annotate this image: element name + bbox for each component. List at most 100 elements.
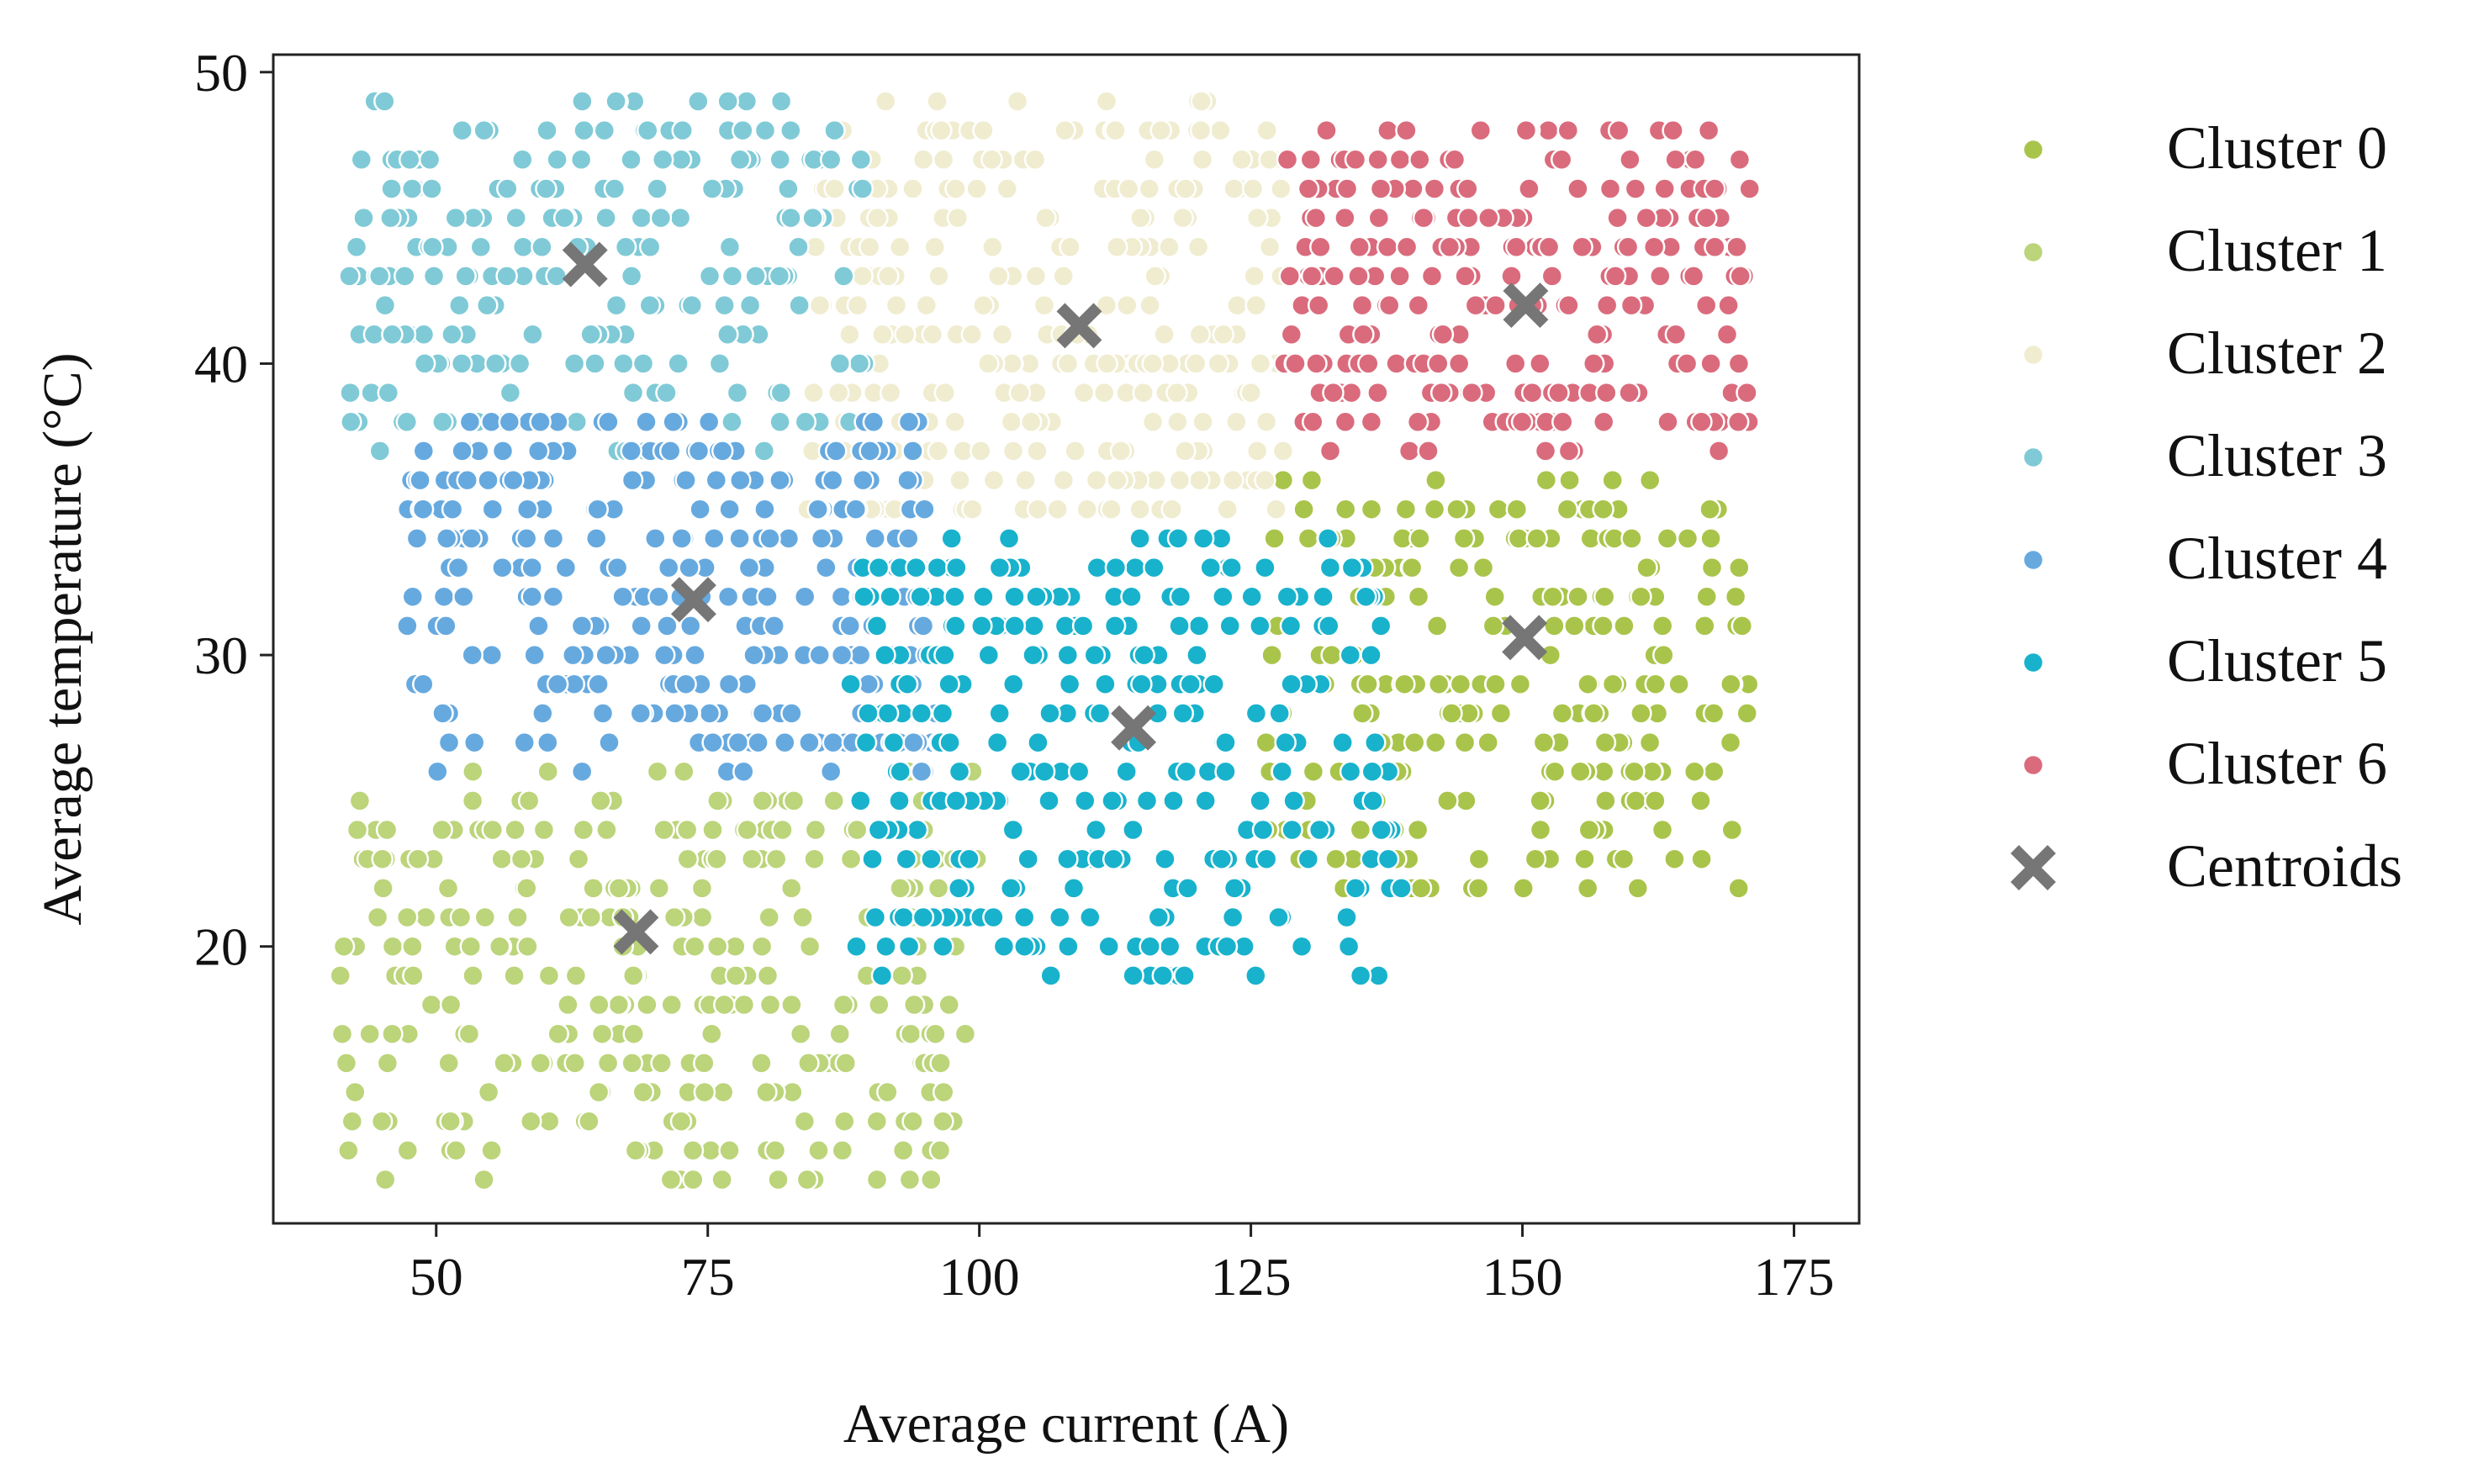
cluster-5-point [857,702,880,725]
cluster-5-point [867,818,890,842]
cluster-2-point [996,177,1018,200]
cluster-4-point [629,702,653,725]
cluster-4-point [859,440,881,462]
cluster-5-point [1280,673,1303,695]
cluster-6-point [1315,119,1338,142]
cluster-1-point [779,877,803,900]
cluster-0-point [1612,848,1635,870]
cluster-6-point [1376,235,1399,259]
cluster-1-point [938,993,960,1017]
cluster-3-point [768,265,791,288]
cluster-6-point [1385,352,1408,375]
cluster-3-point [441,323,463,346]
cluster-5-point [1282,790,1305,812]
cluster-3-point [350,148,373,172]
cluster-1-point [477,1080,500,1104]
cluster-1-point [804,818,827,842]
cluster-1-point [669,1110,693,1133]
cluster-5-point [1079,906,1102,929]
cluster-5-point [889,760,912,783]
cluster-1-point [681,1139,705,1162]
cluster-5-point [1022,615,1045,637]
cluster-3-point [605,90,627,113]
cluster-1-point [700,1022,723,1045]
cluster-4-point [635,410,658,434]
cluster-6-point [1504,235,1528,259]
cluster-1-point [797,1052,820,1075]
cluster-3-point [496,177,519,200]
cluster-5-point [1377,848,1400,870]
cluster-1-point [481,818,505,842]
cluster-2-point [1223,177,1245,200]
cluster-6-point [1550,148,1573,172]
cluster-0-point [1593,585,1616,608]
cluster-3-point [708,352,732,375]
cluster-0-point [1556,498,1579,520]
cluster-6-point [1551,410,1574,434]
cluster-1-point [711,1168,733,1191]
cluster-3-point [832,265,855,288]
cluster-6-point [1571,235,1593,259]
cluster-5-point [972,585,995,608]
cluster-0-point [1724,585,1747,608]
cluster-5-point [1179,673,1202,695]
cluster-4-point [808,643,831,667]
cluster-1-point [713,993,736,1017]
cluster-2-point [1096,352,1118,375]
cluster-4-point [431,702,454,725]
cluster-6-point [1447,352,1471,375]
cluster-6-point [1510,410,1534,434]
cluster-1-point [901,1110,924,1133]
cluster-1-point [832,1110,856,1133]
cluster-4-point [729,468,752,492]
cluster-2-point [980,148,1003,172]
cluster-0-point [1623,760,1646,783]
cluster-5-point [926,556,949,579]
cluster-2-point [981,235,1004,259]
cluster-1-point [358,1022,381,1045]
cluster-4-point [717,673,741,695]
cluster-2-point [1189,119,1213,142]
cluster-6-point [1429,381,1453,404]
cluster-1-point [402,964,425,987]
cluster-6-point [1280,323,1303,346]
cluster-6-point [1366,381,1389,404]
cluster-6-point [1727,352,1751,375]
cluster-3-point [412,323,436,346]
cluster-3-point [505,206,527,230]
cluster-1-point [381,1022,404,1045]
cluster-3-point [569,148,593,172]
cluster-6-point [1697,119,1720,142]
cluster-5-point [1355,585,1377,608]
cluster-6-point [1377,119,1399,142]
y-tick-label: 50 [194,43,248,103]
cluster-4-point [657,556,680,579]
cluster-1-point [490,848,513,870]
cluster-6-point [1299,148,1323,172]
cluster-0-point [1543,615,1566,637]
cluster-1-point [663,906,686,929]
cluster-0-point [1393,673,1416,695]
cluster-2-point [1212,323,1235,346]
cluster-2-point [1138,177,1160,200]
cluster-1-point [834,1052,858,1075]
cluster-4-point [411,498,435,520]
cluster-0-point [1424,468,1447,492]
cluster-5-point [909,585,932,608]
cluster-0-point [1563,615,1586,637]
cluster-0-point [1651,615,1674,637]
centroid-marker [613,909,659,955]
cluster-3-point [713,293,736,317]
cluster-2-point [851,265,874,288]
cluster-0-point [1689,790,1712,812]
cluster-3-point [352,206,375,230]
cluster-5-point [1339,760,1362,783]
legend-label: Cluster 4 [2167,525,2387,592]
cluster-2-point [1026,440,1049,462]
cluster-6-point [1322,381,1345,404]
cluster-1-point [740,848,764,870]
cluster-4-point [587,673,610,695]
cluster-0-point [1535,468,1558,492]
cluster-3-point [726,381,749,404]
cluster-4-point [412,440,436,462]
